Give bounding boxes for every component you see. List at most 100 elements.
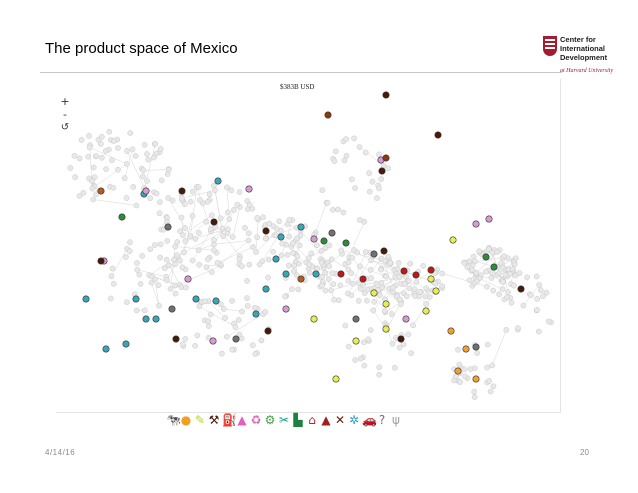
product-node[interactable]	[308, 250, 315, 257]
exported-product-node[interactable]	[310, 315, 318, 323]
product-node[interactable]	[496, 269, 503, 276]
exported-product-node[interactable]	[422, 307, 430, 315]
product-node[interactable]	[335, 297, 342, 304]
product-node[interactable]	[369, 178, 376, 185]
exported-product-node[interactable]	[342, 239, 350, 247]
product-node[interactable]	[260, 214, 266, 220]
product-node[interactable]	[472, 258, 478, 265]
product-node[interactable]	[218, 301, 224, 308]
product-node[interactable]	[254, 234, 260, 241]
product-node[interactable]	[343, 153, 350, 159]
product-node[interactable]	[485, 246, 492, 252]
product-node[interactable]	[406, 278, 412, 284]
product-node[interactable]	[276, 218, 282, 225]
product-node[interactable]	[413, 279, 420, 285]
product-node[interactable]	[86, 133, 92, 139]
product-node[interactable]	[232, 324, 239, 330]
product-node[interactable]	[314, 242, 320, 249]
product-node[interactable]	[133, 202, 140, 209]
exported-product-node[interactable]	[164, 223, 172, 231]
product-node[interactable]	[364, 297, 370, 304]
exported-product-node[interactable]	[277, 233, 285, 241]
product-node[interactable]	[144, 151, 150, 157]
product-node[interactable]	[166, 262, 172, 269]
product-node[interactable]	[152, 141, 159, 147]
product-node[interactable]	[136, 271, 143, 278]
product-node[interactable]	[224, 226, 231, 232]
exported-product-node[interactable]	[297, 223, 305, 231]
product-node[interactable]	[368, 275, 374, 281]
product-node[interactable]	[325, 276, 332, 282]
product-node[interactable]	[169, 197, 176, 204]
product-node[interactable]	[148, 279, 155, 286]
product-node[interactable]	[85, 153, 91, 160]
exported-product-node[interactable]	[272, 255, 280, 263]
product-node[interactable]	[211, 247, 217, 253]
product-node[interactable]	[78, 137, 85, 143]
product-node[interactable]	[516, 270, 523, 276]
product-node[interactable]	[153, 190, 160, 197]
exported-product-node[interactable]	[397, 335, 405, 343]
product-node[interactable]	[151, 154, 157, 161]
product-node[interactable]	[356, 144, 363, 150]
product-node[interactable]	[164, 277, 170, 283]
exported-product-node[interactable]	[310, 235, 318, 243]
product-node[interactable]	[207, 226, 214, 232]
product-node[interactable]	[123, 254, 129, 260]
product-node[interactable]	[487, 388, 494, 395]
product-node[interactable]	[278, 252, 285, 259]
product-node[interactable]	[289, 240, 296, 247]
product-node[interactable]	[508, 299, 515, 306]
product-node[interactable]	[389, 311, 395, 317]
product-node[interactable]	[212, 187, 218, 194]
product-node[interactable]	[126, 248, 133, 254]
product-node[interactable]	[536, 282, 543, 288]
product-node[interactable]	[174, 239, 181, 245]
product-node[interactable]	[172, 290, 179, 297]
product-node[interactable]	[509, 266, 516, 273]
product-node[interactable]	[482, 268, 489, 275]
exported-product-node[interactable]	[232, 335, 240, 343]
product-node[interactable]	[219, 350, 225, 357]
product-node[interactable]	[134, 260, 140, 266]
services-icon[interactable]: ψ	[392, 413, 400, 427]
product-node[interactable]	[484, 364, 490, 371]
exported-product-node[interactable]	[462, 345, 470, 353]
product-node[interactable]	[167, 286, 174, 292]
exported-product-node[interactable]	[142, 187, 150, 195]
exported-product-node[interactable]	[97, 257, 105, 265]
product-node[interactable]	[335, 206, 341, 213]
exported-product-node[interactable]	[209, 337, 217, 345]
product-node[interactable]	[172, 261, 178, 268]
product-node[interactable]	[234, 201, 241, 208]
product-node[interactable]	[109, 265, 116, 272]
product-node[interactable]	[456, 361, 463, 368]
product-node[interactable]	[205, 323, 212, 329]
exported-product-node[interactable]	[122, 340, 130, 348]
exported-product-node[interactable]	[142, 315, 150, 323]
product-node[interactable]	[439, 283, 445, 289]
product-node[interactable]	[127, 239, 133, 246]
product-node[interactable]	[306, 261, 313, 268]
product-node[interactable]	[99, 154, 105, 161]
exported-product-node[interactable]	[432, 287, 440, 295]
product-node[interactable]	[124, 148, 130, 154]
exported-product-node[interactable]	[328, 229, 336, 237]
product-node[interactable]	[343, 136, 349, 142]
product-node[interactable]	[338, 247, 345, 254]
product-node[interactable]	[189, 213, 196, 219]
recycle-icon[interactable]: ♻	[250, 413, 262, 427]
product-node[interactable]	[489, 269, 496, 276]
exported-product-node[interactable]	[337, 270, 345, 278]
product-node[interactable]	[496, 291, 502, 298]
product-node[interactable]	[377, 292, 383, 298]
product-node[interactable]	[540, 293, 546, 300]
product-node[interactable]	[385, 165, 392, 172]
product-node[interactable]	[293, 272, 300, 279]
product-node[interactable]	[412, 293, 418, 299]
product-node[interactable]	[205, 334, 212, 341]
product-node[interactable]	[115, 145, 121, 151]
product-node[interactable]	[501, 253, 507, 259]
product-node[interactable]	[187, 198, 194, 205]
product-node[interactable]	[397, 296, 403, 303]
